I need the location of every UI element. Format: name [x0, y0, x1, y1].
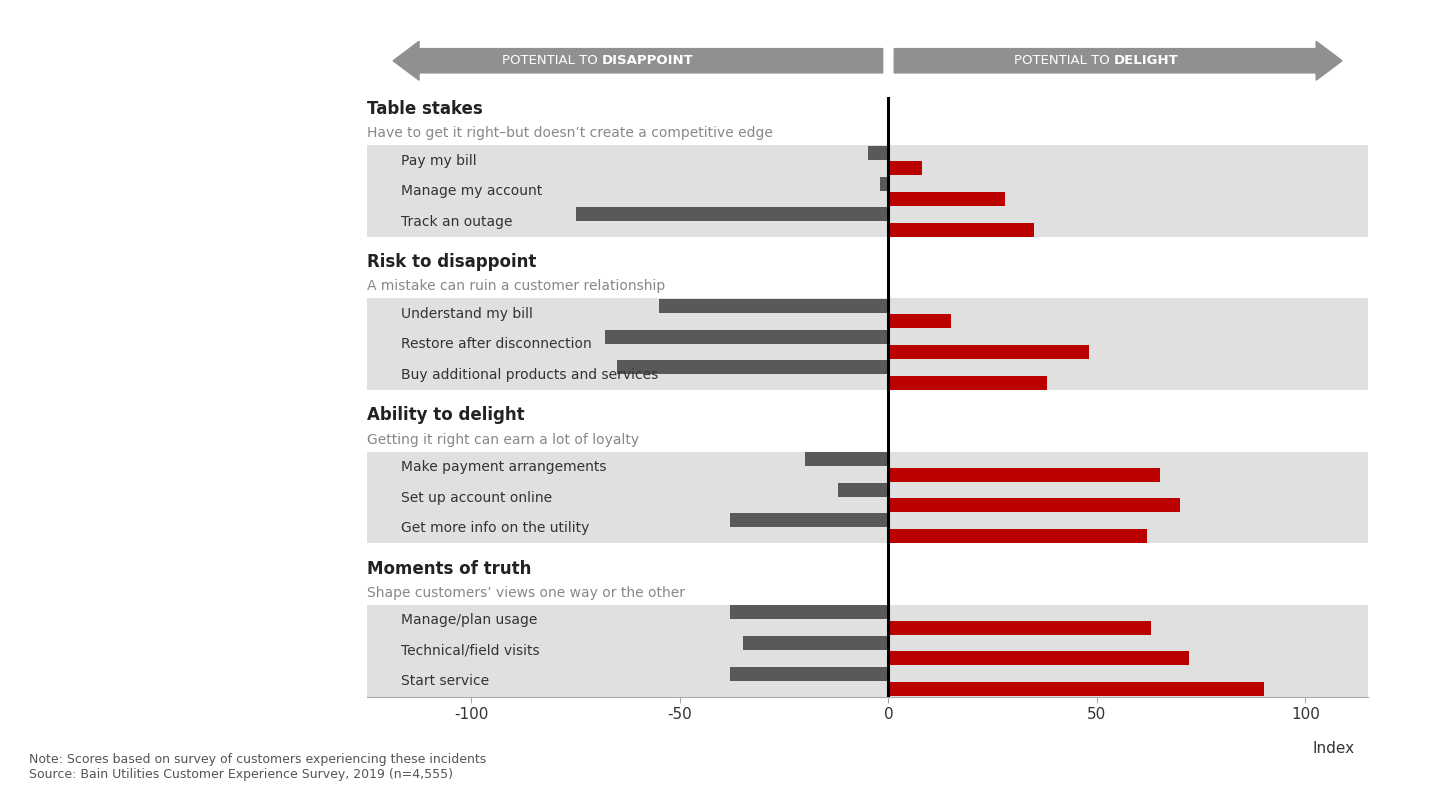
Bar: [888, 161, 922, 175]
Text: Note: Scores based on survey of customers experiencing these incidents
Source: B: Note: Scores based on survey of customer…: [29, 753, 487, 782]
Bar: [367, 452, 1368, 544]
Bar: [730, 514, 888, 527]
Text: DELIGHT: DELIGHT: [1113, 54, 1178, 67]
Text: A mistake can ruin a customer relationship: A mistake can ruin a customer relationsh…: [367, 279, 665, 293]
Bar: [888, 498, 1181, 512]
Text: Manage/plan usage: Manage/plan usage: [400, 613, 537, 627]
Text: Pay my bill: Pay my bill: [400, 154, 477, 168]
Bar: [730, 605, 888, 620]
Text: Index: Index: [1313, 741, 1355, 757]
Bar: [880, 177, 888, 190]
Text: Getting it right can earn a lot of loyalty: Getting it right can earn a lot of loyal…: [367, 433, 639, 446]
Text: Set up account online: Set up account online: [400, 491, 552, 505]
Bar: [888, 620, 1151, 635]
Text: Understand my bill: Understand my bill: [400, 307, 533, 321]
Bar: [888, 223, 1034, 237]
Text: Buy additional products and services: Buy additional products and services: [400, 368, 658, 382]
Bar: [805, 452, 888, 467]
Bar: [838, 483, 888, 497]
Text: Moments of truth: Moments of truth: [367, 560, 531, 578]
Text: Risk to disappoint: Risk to disappoint: [367, 254, 537, 271]
Bar: [660, 299, 888, 313]
Bar: [867, 146, 888, 160]
Bar: [888, 467, 1159, 482]
Bar: [367, 298, 1368, 390]
Text: Make payment arrangements: Make payment arrangements: [400, 460, 606, 474]
Bar: [888, 651, 1188, 665]
Bar: [888, 345, 1089, 359]
Text: Get more info on the utility: Get more info on the utility: [400, 521, 589, 535]
Text: Restore after disconnection: Restore after disconnection: [400, 338, 592, 352]
Text: Table stakes: Table stakes: [367, 100, 482, 118]
Text: DISAPPOINT: DISAPPOINT: [602, 54, 694, 67]
Bar: [367, 605, 1368, 697]
Text: Start service: Start service: [400, 674, 488, 688]
Text: Manage my account: Manage my account: [400, 184, 541, 198]
FancyArrow shape: [894, 41, 1342, 80]
Bar: [888, 682, 1264, 696]
Text: POTENTIAL TO: POTENTIAL TO: [1014, 54, 1113, 67]
Bar: [888, 314, 950, 329]
Bar: [576, 207, 888, 221]
Bar: [888, 529, 1148, 543]
Text: Shape customers’ views one way or the other: Shape customers’ views one way or the ot…: [367, 586, 685, 599]
Text: Ability to delight: Ability to delight: [367, 407, 524, 424]
Text: Technical/field visits: Technical/field visits: [400, 644, 539, 658]
Text: Have to get it right–but doesn’t create a competitive edge: Have to get it right–but doesn’t create …: [367, 126, 773, 140]
Bar: [888, 376, 1047, 390]
Bar: [618, 360, 888, 374]
FancyArrow shape: [393, 41, 883, 80]
Bar: [888, 192, 1005, 206]
Text: Track an outage: Track an outage: [400, 215, 513, 229]
Bar: [730, 667, 888, 680]
Bar: [605, 330, 888, 343]
Bar: [367, 145, 1368, 237]
Bar: [743, 636, 888, 650]
Text: POTENTIAL TO: POTENTIAL TO: [503, 54, 602, 67]
